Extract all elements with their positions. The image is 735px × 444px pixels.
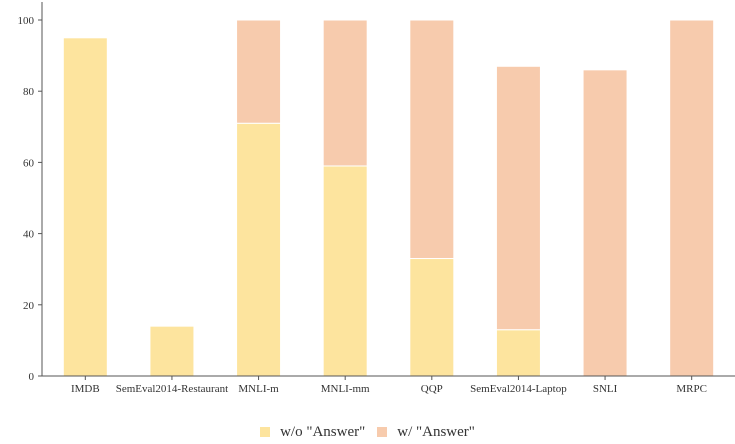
y-axis: 0 20 40 60 80 100 — [18, 2, 43, 383]
legend-swatch-without-answer — [260, 427, 271, 437]
legend: w/o "Answer" w/ "Answer" — [0, 420, 735, 444]
x-tick-label: SemEval2014-Laptop — [470, 383, 567, 395]
bar-without-answer — [495, 329, 541, 377]
x-tick-label: MNLI-m — [238, 383, 279, 395]
legend-swatch-with-answer — [377, 427, 388, 437]
bar-without-answer — [322, 165, 368, 377]
y-tick-label: 60 — [23, 157, 35, 169]
x-tick-label: QQP — [421, 383, 443, 395]
bar-without-answer — [62, 37, 108, 377]
y-tick-label: 40 — [23, 229, 35, 241]
bar-without-answer — [149, 325, 195, 377]
x-tick-label: SNLI — [593, 383, 618, 395]
y-tick-label: 80 — [23, 86, 35, 98]
bar-with-answer — [236, 19, 282, 124]
legend-item-without-answer: w/o "Answer" — [260, 424, 365, 441]
bar-with-answer — [322, 19, 368, 167]
bar-with-answer — [409, 19, 455, 260]
x-tick-label: SemEval2014-Restaurant — [116, 383, 228, 395]
bar-with-answer — [582, 69, 628, 377]
x-tick-label: IMDB — [71, 383, 100, 395]
bar-with-answer — [495, 65, 541, 331]
bar-without-answer — [409, 258, 455, 377]
legend-label-without-answer: w/o "Answer" — [280, 423, 366, 440]
bar-without-answer — [236, 122, 282, 377]
y-tick-label: 100 — [18, 15, 35, 27]
bar-chart: 0 20 40 60 80 100 IMDB SemEval2014-Restaurant M… — [18, 2, 735, 395]
legend-item-with-answer: w/ "Answer" — [377, 424, 475, 441]
x-axis: IMDB SemEval2014-Restaurant MNLI-m MNLI-mm Q… — [42, 375, 735, 395]
bar-with-answer — [669, 19, 715, 377]
bars — [62, 19, 715, 377]
y-tick-label: 20 — [23, 300, 35, 312]
x-tick-label: MNLI-mm — [321, 383, 370, 395]
x-tick-label: MRPC — [676, 383, 707, 395]
legend-label-with-answer: w/ "Answer" — [397, 423, 475, 440]
y-tick-label: 0 — [29, 371, 35, 383]
